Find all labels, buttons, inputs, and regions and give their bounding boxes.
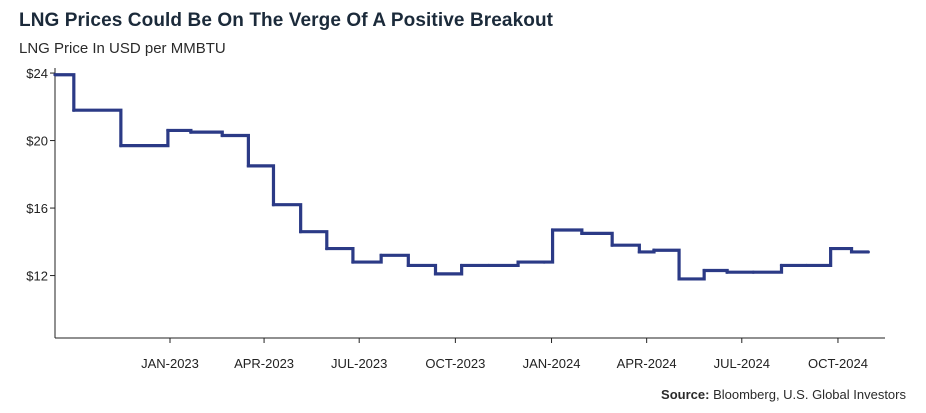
data-point bbox=[189, 130, 193, 134]
data-point bbox=[516, 260, 520, 264]
data-point bbox=[550, 228, 555, 232]
data-point bbox=[166, 128, 170, 133]
data-point bbox=[580, 231, 584, 235]
source-label: Source: bbox=[661, 387, 710, 402]
y-tick-label: $16 bbox=[26, 201, 48, 216]
data-point bbox=[702, 268, 706, 273]
chart-plot-area bbox=[53, 73, 870, 281]
data-point bbox=[351, 260, 355, 264]
x-tick-label: JUL-2023 bbox=[331, 356, 387, 371]
data-point bbox=[406, 263, 410, 268]
data-point bbox=[433, 272, 438, 276]
y-tick-label: $12 bbox=[26, 269, 48, 284]
chart-subtitle: LNG Price In USD per MMBTU bbox=[19, 40, 226, 57]
data-point bbox=[299, 230, 303, 234]
source-text: Bloomberg, U.S. Global Investors bbox=[713, 387, 906, 402]
x-tick-label: JUL-2024 bbox=[714, 356, 770, 371]
data-point bbox=[610, 243, 614, 247]
data-point bbox=[72, 108, 76, 112]
data-point bbox=[542, 260, 546, 264]
data-point bbox=[725, 270, 729, 274]
data-point bbox=[487, 263, 491, 268]
x-tick-label: JAN-2024 bbox=[523, 356, 581, 371]
chart-ticks: $12 $16 $20 $24 JAN-2023 APR-2023 JUL-2023 OCT-… bbox=[26, 66, 868, 371]
data-point bbox=[220, 133, 224, 138]
chart-title: LNG Prices Could Be On The Verge Of A Po… bbox=[19, 10, 554, 31]
data-point bbox=[119, 144, 123, 148]
data-point bbox=[246, 164, 250, 168]
data-point bbox=[779, 263, 784, 268]
data-point bbox=[751, 270, 755, 274]
series-line bbox=[55, 73, 869, 281]
data-point bbox=[652, 248, 656, 252]
chart-axes bbox=[54, 68, 885, 339]
y-tick-label: $24 bbox=[26, 66, 48, 81]
data-point bbox=[866, 250, 870, 254]
data-point bbox=[325, 246, 329, 251]
x-tick-label: JAN-2023 bbox=[141, 356, 199, 371]
data-point bbox=[460, 263, 464, 268]
data-point bbox=[804, 263, 809, 268]
data-point bbox=[271, 203, 276, 207]
x-tick-label: APR-2023 bbox=[234, 356, 294, 371]
x-tick-label: OCT-2024 bbox=[808, 356, 868, 371]
x-tick-label: OCT-2023 bbox=[425, 356, 485, 371]
data-point bbox=[379, 253, 383, 257]
x-tick-label: APR-2024 bbox=[617, 356, 677, 371]
data-point bbox=[53, 73, 57, 77]
y-tick-label: $20 bbox=[26, 134, 48, 149]
data-point bbox=[677, 277, 681, 281]
source-note: Source: Bloomberg, U.S. Global Investors bbox=[661, 387, 906, 402]
data-point bbox=[637, 250, 641, 254]
data-point bbox=[849, 250, 854, 254]
data-point bbox=[829, 246, 833, 251]
